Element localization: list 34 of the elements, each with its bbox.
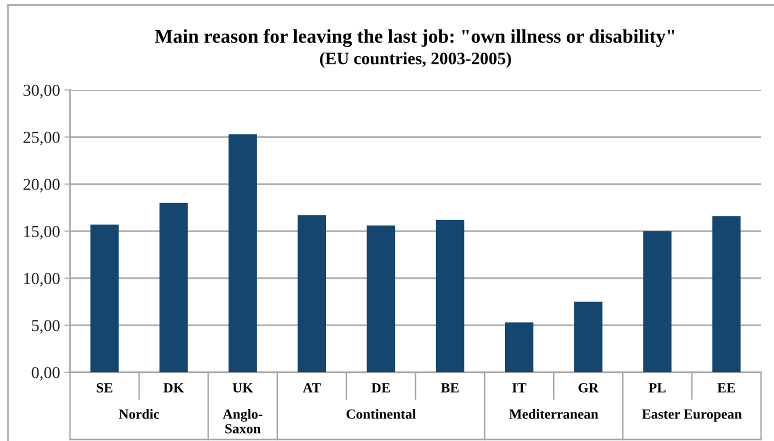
y-tick-label: 0,00 <box>32 367 60 381</box>
y-tick-label: 5,00 <box>32 320 60 334</box>
x-tick-label: DK <box>163 383 184 392</box>
text: Anglo-Saxon <box>222 409 262 434</box>
text: Easter European <box>642 410 742 422</box>
x-tick-label: AT <box>302 383 321 392</box>
bar <box>159 202 188 372</box>
bar <box>228 134 257 372</box>
bar <box>90 224 119 372</box>
x-tick-label: PL <box>648 383 666 392</box>
y-tick-label: 15,00 <box>24 226 60 240</box>
text: Nordic <box>118 409 160 419</box>
text: Mediterranean <box>509 409 598 419</box>
bar <box>366 226 396 372</box>
bar <box>436 220 464 372</box>
chart-subtitle: (EU countries, 2003-2005) <box>320 52 511 68</box>
text: Continental <box>346 409 416 419</box>
y-tick-label: 30,00 <box>24 84 60 98</box>
x-tick-label: IT <box>512 383 526 392</box>
x-tick-label: DE <box>372 383 390 392</box>
x-tick-label: EE <box>717 383 735 392</box>
bar <box>298 215 326 372</box>
bar <box>712 216 741 372</box>
x-tick-label: BE <box>441 383 459 392</box>
x-tick-label: SE <box>96 383 112 392</box>
y-tick-label: 10,00 <box>24 272 60 287</box>
y-tick-label: 20,00 <box>24 178 60 192</box>
x-tick-label: GR <box>578 383 599 392</box>
bar <box>504 322 534 372</box>
y-tick-label: 25,00 <box>24 132 60 146</box>
chart-title: Main reason for leaving the last job: "own illness or disability" <box>154 29 674 47</box>
bar <box>574 302 602 372</box>
bar <box>643 231 672 372</box>
x-tick-label: UK <box>232 383 254 392</box>
